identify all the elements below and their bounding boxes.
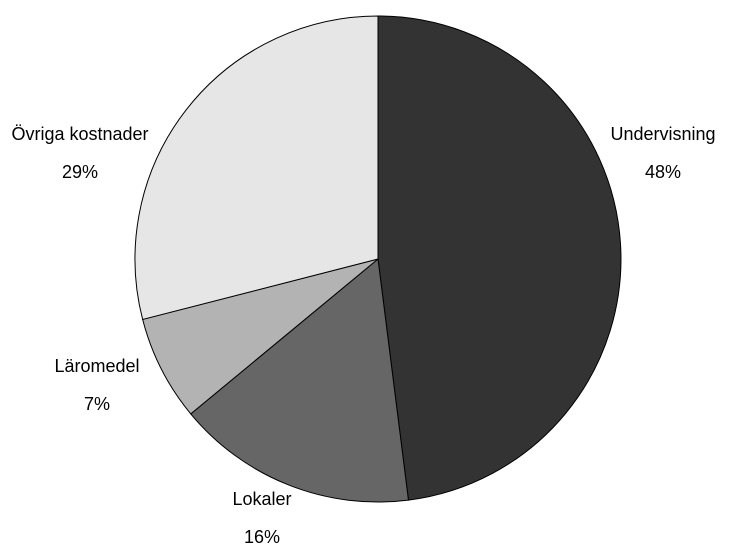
slice-category-label: Undervisning bbox=[610, 124, 715, 144]
slice-category-label: Läromedel bbox=[54, 356, 139, 376]
slice-category-label: Övriga kostnader bbox=[11, 124, 148, 144]
pie-slice-4 bbox=[134, 15, 379, 321]
pie-slice-3 bbox=[142, 258, 379, 415]
slice-percent-label: 7% bbox=[84, 394, 110, 414]
pie-slice-1 bbox=[377, 15, 622, 501]
slice-percent-label: 29% bbox=[62, 162, 98, 182]
slice-percent-label: 16% bbox=[244, 527, 280, 547]
slice-percent-label: 48% bbox=[645, 162, 681, 182]
pie-slice-2 bbox=[190, 258, 410, 503]
slice-category-label: Lokaler bbox=[232, 489, 291, 509]
pie-labels: Undervisning 48% Lokaler 16% Läromedel 7% Övri… bbox=[11, 124, 715, 547]
pie-slices bbox=[134, 15, 622, 503]
